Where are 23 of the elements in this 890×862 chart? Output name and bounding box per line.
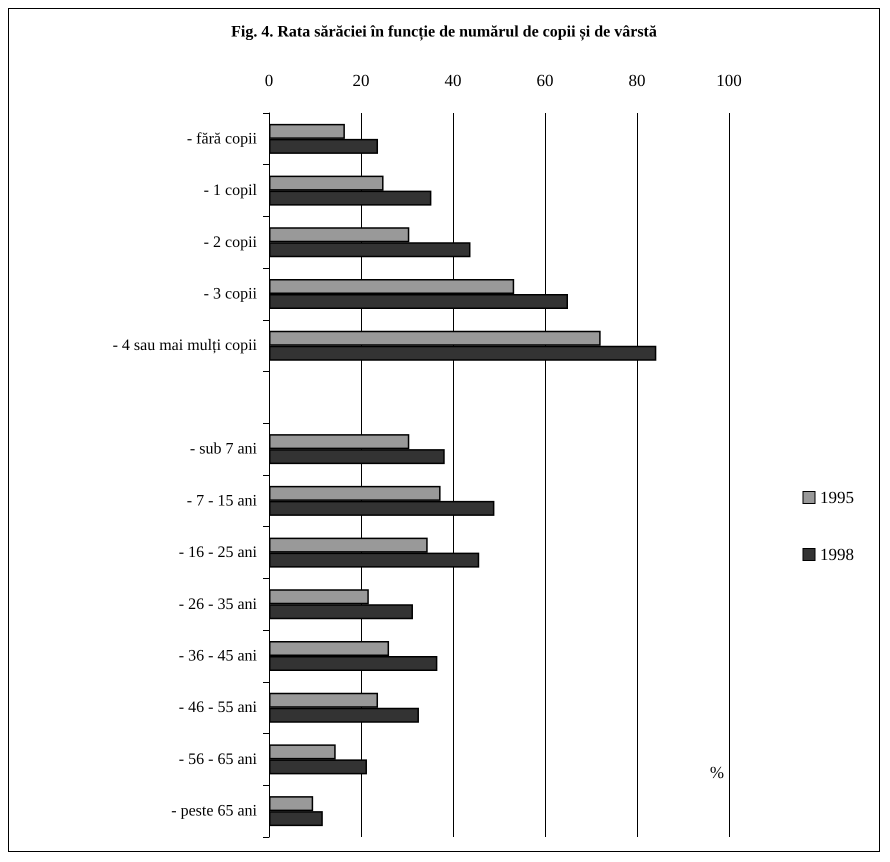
y-tick-label: - sub 7 ani — [190, 440, 258, 458]
legend-label: 1998 — [820, 545, 854, 564]
x-tick-label: 0 — [264, 71, 274, 90]
y-tick-label: - 7 - 15 ani — [186, 492, 258, 510]
annotation: % — [710, 763, 724, 782]
y-tick-label: - 26 - 35 ani — [178, 596, 258, 613]
y-tick-label: - 46 - 55 ani — [178, 699, 258, 716]
x-tick-label: 80 — [628, 71, 646, 90]
chart-title: Fig. 4. Rata sărăciei în funcție de numărul de copii și de vârstă — [231, 24, 657, 42]
y-tick-label: - 56 - 65 ani — [178, 750, 258, 768]
y-tick-label: - 16 - 25 ani — [178, 544, 258, 562]
y-tick-label: - 36 - 45 ani — [178, 648, 258, 664]
x-tick-label: 40 — [444, 71, 462, 90]
y-tick-label: - 3 copii — [204, 286, 258, 302]
x-tick-label: 100 — [716, 71, 742, 90]
legend-label: 1995 — [820, 488, 854, 507]
y-tick-label: - 1 copil — [204, 182, 258, 200]
y-tick-label: - 4 sau mai mulți copii — [112, 337, 258, 354]
x-tick-label: 20 — [352, 71, 370, 90]
y-tick-label: - fără copii — [186, 130, 258, 148]
x-tick-label: 60 — [536, 71, 554, 90]
y-tick-label: - peste 65 ani — [171, 802, 258, 820]
y-tick-label: - 2 copii — [204, 234, 258, 251]
